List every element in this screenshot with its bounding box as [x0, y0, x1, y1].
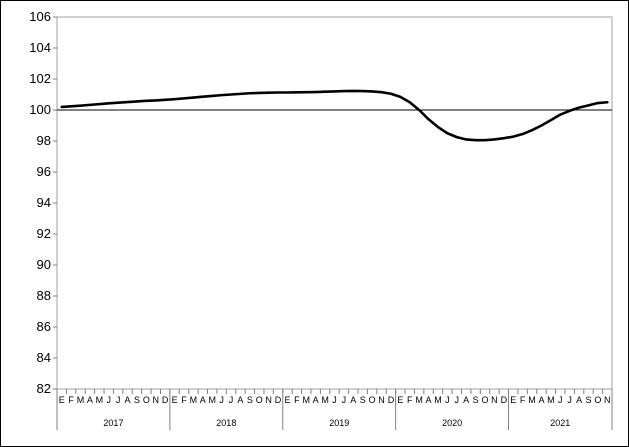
- x-month-label: M: [415, 395, 423, 405]
- x-month-label: J: [219, 395, 224, 405]
- y-tick-label: 106: [29, 9, 51, 24]
- x-year-label: 2021: [550, 418, 570, 428]
- x-month-label: A: [125, 395, 131, 405]
- x-month-label: J: [445, 395, 450, 405]
- x-month-label: J: [106, 395, 111, 405]
- x-year-label: 2019: [329, 418, 349, 428]
- x-month-label: M: [96, 395, 104, 405]
- y-tick-label: 100: [29, 102, 51, 117]
- x-month-label: A: [576, 395, 582, 405]
- x-month-label: A: [463, 395, 469, 405]
- y-tick-label: 102: [29, 71, 51, 86]
- x-month-label: O: [369, 395, 376, 405]
- x-month-label: E: [59, 395, 65, 405]
- x-month-label: J: [229, 395, 234, 405]
- y-tick-label: 90: [37, 257, 51, 272]
- x-month-label: E: [172, 395, 178, 405]
- x-month-label: S: [247, 395, 253, 405]
- x-month-label: F: [407, 395, 413, 405]
- y-tick-label: 96: [37, 164, 51, 179]
- x-month-label: E: [397, 395, 403, 405]
- x-month-label: A: [538, 395, 544, 405]
- x-month-label: J: [567, 395, 572, 405]
- x-month-label: N: [265, 395, 272, 405]
- y-tick-label: 86: [37, 319, 51, 334]
- y-tick-label: 104: [29, 40, 51, 55]
- x-month-label: F: [68, 395, 74, 405]
- y-tick-label: 88: [37, 288, 51, 303]
- x-month-label: A: [200, 395, 206, 405]
- x-year-label: 2020: [442, 418, 462, 428]
- x-month-label: D: [501, 395, 508, 405]
- x-month-label: S: [360, 395, 366, 405]
- x-month-label: A: [350, 395, 356, 405]
- x-month-label: M: [547, 395, 555, 405]
- x-month-label: J: [332, 395, 337, 405]
- series-line: [60, 89, 609, 142]
- x-month-label: N: [604, 395, 611, 405]
- x-month-label: A: [237, 395, 243, 405]
- x-month-label: S: [473, 395, 479, 405]
- x-month-label: A: [426, 395, 432, 405]
- y-tick-label: 98: [37, 133, 51, 148]
- x-month-label: O: [594, 395, 601, 405]
- x-month-label: S: [585, 395, 591, 405]
- x-month-label: M: [434, 395, 442, 405]
- x-month-label: O: [256, 395, 263, 405]
- x-month-label: M: [208, 395, 216, 405]
- x-month-label: M: [303, 395, 311, 405]
- x-month-label: M: [190, 395, 198, 405]
- x-month-label: M: [77, 395, 85, 405]
- x-month-label: N: [378, 395, 385, 405]
- x-month-label: F: [294, 395, 300, 405]
- x-month-label: J: [116, 395, 121, 405]
- y-tick-label: 82: [37, 381, 51, 396]
- plot-area: [56, 16, 613, 390]
- x-month-label: A: [313, 395, 319, 405]
- x-month-label: E: [510, 395, 516, 405]
- x-month-label: J: [455, 395, 460, 405]
- x-month-label: O: [482, 395, 489, 405]
- x-month-label: J: [342, 395, 347, 405]
- x-month-label: N: [491, 395, 498, 405]
- y-tick-label: 94: [37, 195, 51, 210]
- x-month-label: S: [134, 395, 140, 405]
- x-month-label: N: [153, 395, 160, 405]
- x-month-label: A: [87, 395, 93, 405]
- x-month-label: M: [528, 395, 536, 405]
- x-month-label: F: [181, 395, 187, 405]
- y-tick-label: 84: [37, 350, 51, 365]
- x-month-label: E: [284, 395, 290, 405]
- x-month-label: O: [143, 395, 150, 405]
- x-year-label: 2018: [216, 418, 236, 428]
- x-month-label: D: [275, 395, 282, 405]
- x-year-label: 2017: [103, 418, 123, 428]
- x-month-label: J: [558, 395, 563, 405]
- x-month-label: F: [520, 395, 526, 405]
- x-month-label: D: [162, 395, 169, 405]
- y-tick-label: 92: [37, 226, 51, 241]
- x-month-label: M: [321, 395, 329, 405]
- x-month-label: D: [388, 395, 395, 405]
